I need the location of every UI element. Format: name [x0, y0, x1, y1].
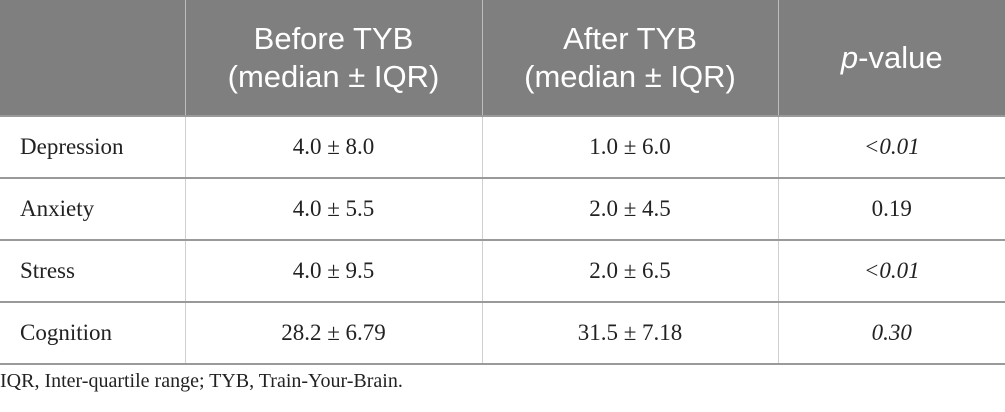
cell: 0.30: [777, 301, 1005, 365]
cell: <0.01: [777, 115, 1005, 178]
cell: 2.0 ± 6.5: [481, 239, 778, 302]
header-cell: Before TYB (median ± IQR): [184, 0, 482, 116]
cell: 31.5 ± 7.18: [481, 301, 778, 365]
cell: Stress: [0, 239, 185, 302]
header-cell: After TYB (median ± IQR): [481, 0, 778, 116]
header-cell: p-value: [777, 0, 1005, 116]
cell: 1.0 ± 6.0: [481, 115, 778, 178]
cell: Depression: [0, 115, 185, 178]
cell: 28.2 ± 6.79: [184, 301, 482, 365]
cell: 2.0 ± 4.5: [481, 177, 778, 240]
cell: Anxiety: [0, 177, 185, 240]
header-italic: p: [840, 39, 859, 75]
cell: Cognition: [0, 301, 185, 365]
cell: <0.01: [777, 239, 1005, 302]
footnote: IQR, Inter-quartile range; TYB, Train-Yo…: [0, 370, 403, 392]
cell: 4.0 ± 5.5: [184, 177, 482, 240]
header-text: -value: [858, 39, 943, 75]
header-row: Before TYB (median ± IQR) After TYB (media…: [0, 0, 1005, 116]
cell: 4.0 ± 8.0: [184, 115, 482, 178]
header-line: Before TYB: [253, 20, 414, 56]
cell: 4.0 ± 9.5: [184, 239, 482, 302]
row: Depression 4.0 ± 8.0 1.0 ± 6.0 <0.01: [0, 115, 1005, 178]
row: Anxiety 4.0 ± 5.5 2.0 ± 4.5 0.19: [0, 177, 1005, 240]
header-line: After TYB: [563, 20, 697, 56]
row: Stress 4.0 ± 9.5 2.0 ± 6.5 <0.01: [0, 239, 1005, 302]
data-table: Before TYB (median ± IQR) After TYB (media…: [0, 0, 1005, 365]
row: Cognition 28.2 ± 6.79 31.5 ± 7.18 0.30: [0, 301, 1005, 365]
cell: 0.19: [777, 177, 1005, 240]
header-cell: [0, 0, 185, 116]
header-line: (median ± IQR): [524, 58, 736, 94]
header-line: (median ± IQR): [227, 58, 440, 94]
